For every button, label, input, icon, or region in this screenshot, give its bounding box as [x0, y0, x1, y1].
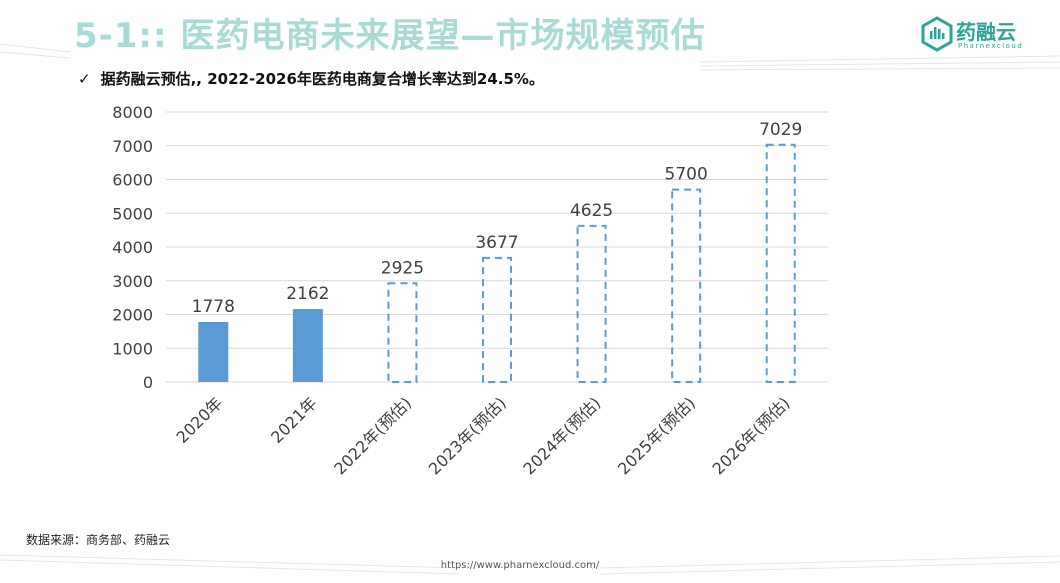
y-axis-ticks: 0 1000 2000 3000 4000 5000 6000 7000 8000: [112, 103, 153, 392]
x-tick-label-2: 2022年(预估): [330, 393, 415, 478]
x-axis-ticks: 2020年 2021年 2022年(预估) 2023年(预估) 2024年(预估) 202…: [173, 393, 794, 478]
data-source: 数据来源：商务部、药融云: [26, 533, 171, 547]
bar-2: [387, 282, 418, 383]
page-title: 5-1:: 医药电商未来展望—市场规模预估: [74, 16, 706, 56]
y-tick-label: 6000: [112, 171, 153, 190]
footer-url: https://www.pharnexcloud.com/: [440, 560, 600, 571]
x-tick-label-6: 2026年(预估): [709, 393, 794, 478]
bar-6: [765, 143, 796, 383]
bar-0: [198, 321, 229, 382]
logo-subtext: Pharnexcloud: [958, 42, 1024, 50]
x-tick-label-5: 2025年(预估): [614, 393, 699, 478]
bar-3: [482, 256, 512, 383]
y-tick-label: 7000: [112, 137, 153, 156]
y-tick-label: 0: [143, 373, 153, 392]
y-tick-label: 1000: [112, 339, 153, 358]
bar-4: [576, 224, 607, 383]
y-tick-label: 4000: [112, 238, 153, 257]
y-tick-label: 3000: [112, 272, 153, 291]
logo-text: 药融云: [956, 20, 1016, 44]
bar-1: [292, 309, 323, 382]
x-tick-label-0: 2020年: [173, 393, 227, 447]
data-label-3: 3677: [475, 233, 518, 253]
grid-lines: [166, 111, 828, 383]
x-tick-label-1: 2021年: [267, 393, 321, 447]
y-tick-label: 2000: [112, 306, 153, 325]
data-labels: 1778 2162 2925 3677 4625 5700 7029: [192, 120, 803, 317]
x-tick-label-3: 2023年(预估): [425, 393, 510, 478]
y-tick-label: 8000: [112, 103, 153, 122]
data-label-5: 5700: [665, 165, 708, 185]
data-label-2: 2925: [381, 258, 424, 278]
x-tick-label-4: 2024年(预估): [519, 393, 604, 478]
data-label-1: 2162: [286, 284, 329, 304]
logo-icon: [921, 16, 953, 52]
data-label-0: 1778: [192, 297, 235, 317]
data-label-4: 4625: [570, 201, 613, 221]
y-tick-label: 5000: [112, 204, 153, 223]
bar-5: [671, 188, 702, 383]
check-icon: ✓: [78, 70, 91, 88]
summary-text: 据药融云预估,, 2022-2026年医药电商复合增长率达到24.5%。: [100, 70, 544, 88]
brand-logo: 药融云 Pharnexcloud: [920, 14, 1050, 58]
summary-bullet: ✓ 据药融云预估,, 2022-2026年医药电商复合增长率达到24.5%。: [78, 68, 544, 89]
bars: [198, 143, 796, 383]
data-label-6: 7029: [759, 120, 802, 140]
